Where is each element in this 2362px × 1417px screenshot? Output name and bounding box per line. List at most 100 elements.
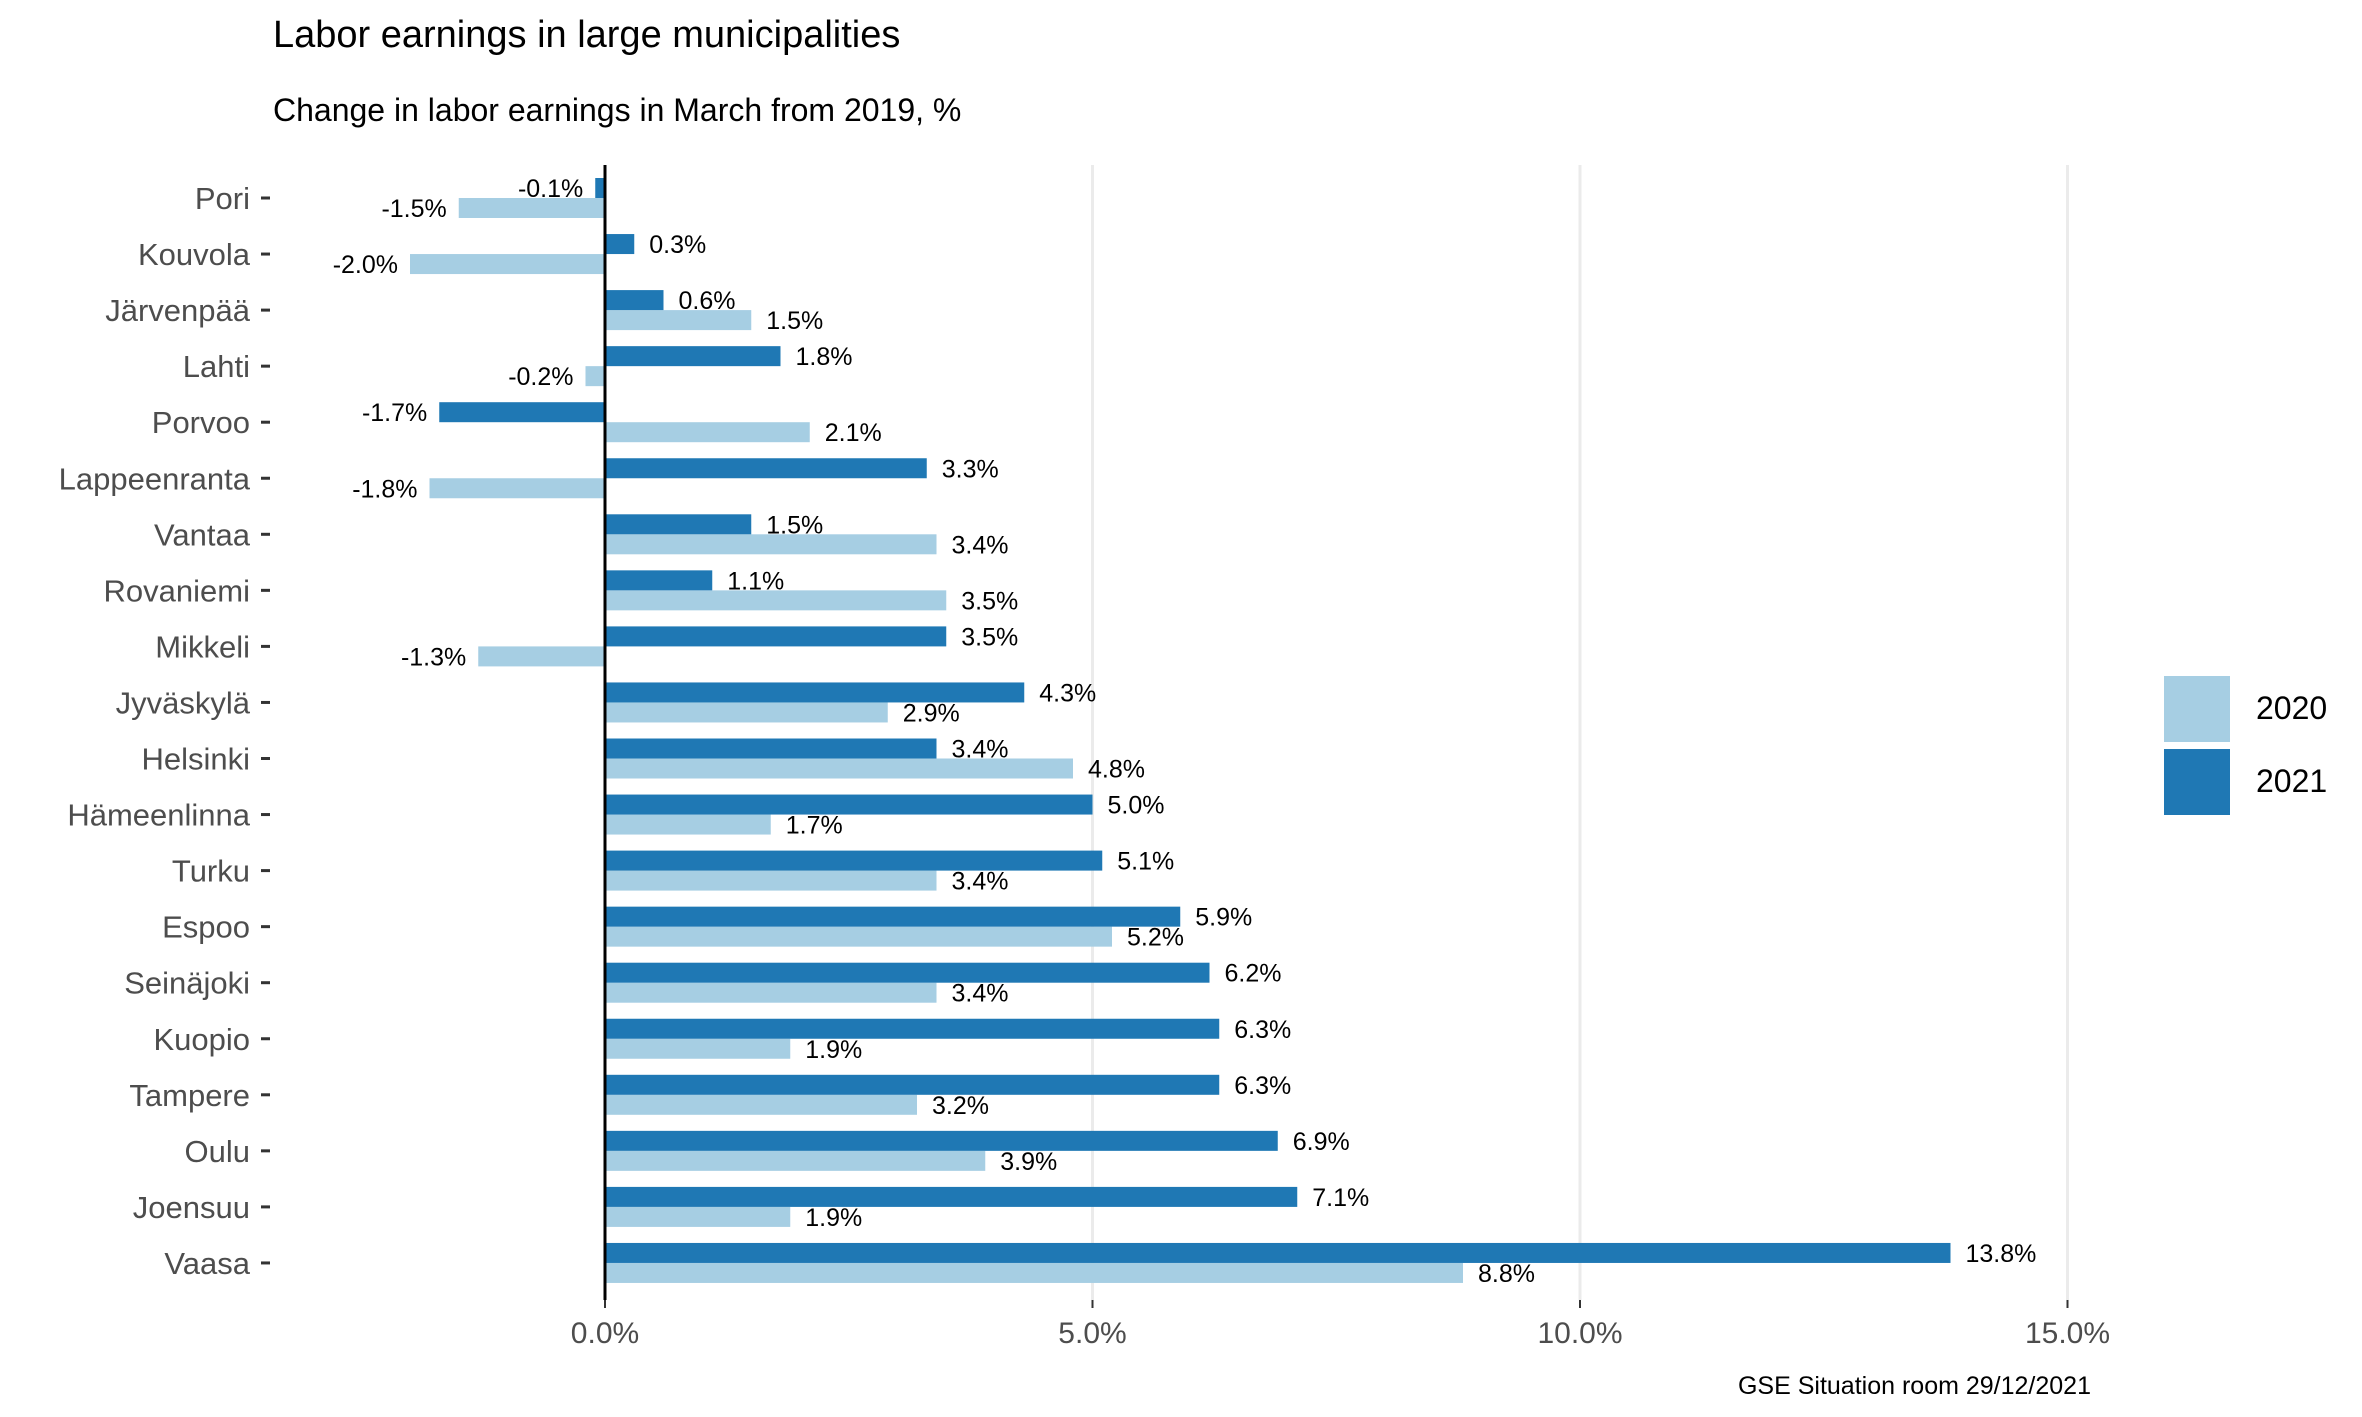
data-label-2020: 1.7% bbox=[786, 812, 843, 840]
x-tick-label: 10.0% bbox=[1537, 1317, 1622, 1350]
data-label-2021: 3.4% bbox=[952, 736, 1009, 764]
bar-2021 bbox=[605, 234, 635, 255]
data-label-2020: 1.5% bbox=[766, 307, 823, 335]
bar-2020 bbox=[605, 982, 937, 1003]
legend-label-2020: 2020 bbox=[2256, 690, 2328, 726]
bar-2021 bbox=[605, 626, 947, 647]
chart-title: Labor earnings in large municipalities bbox=[273, 14, 901, 56]
bar-2021 bbox=[605, 514, 752, 535]
bar-2021 bbox=[605, 962, 1210, 983]
data-label-2021: -1.7% bbox=[362, 399, 427, 427]
bar-2021 bbox=[605, 906, 1181, 927]
data-label-2020: 4.8% bbox=[1088, 756, 1145, 784]
x-tick-label: 15.0% bbox=[2025, 1317, 2110, 1350]
bar-2021 bbox=[605, 850, 1103, 871]
y-tick-label: Vantaa bbox=[154, 517, 251, 552]
bar-2020 bbox=[605, 814, 771, 835]
bar-2021 bbox=[605, 290, 664, 311]
bar-2020 bbox=[605, 590, 947, 611]
data-label-2020: 8.8% bbox=[1478, 1260, 1535, 1288]
data-label-2020: 3.5% bbox=[961, 587, 1018, 615]
bar-2021 bbox=[605, 738, 937, 759]
data-label-2020: 5.2% bbox=[1127, 924, 1184, 952]
data-label-2021: 5.9% bbox=[1195, 904, 1252, 932]
x-tick-label: 0.0% bbox=[571, 1317, 639, 1350]
y-tick-label: Jyväskylä bbox=[116, 685, 251, 720]
bar-2020 bbox=[585, 366, 605, 387]
bar-2021 bbox=[605, 1074, 1220, 1095]
data-label-2020: 2.9% bbox=[903, 699, 960, 727]
data-label-2021: 6.3% bbox=[1234, 1072, 1291, 1100]
y-tick-label: Vaasa bbox=[164, 1246, 250, 1281]
bar-2021 bbox=[605, 682, 1025, 703]
y-tick-label: Tampere bbox=[129, 1078, 250, 1113]
data-label-2020: 1.9% bbox=[805, 1036, 862, 1064]
bar-2020 bbox=[605, 1150, 986, 1171]
bar-2020 bbox=[605, 422, 810, 443]
y-tick-label: Helsinki bbox=[141, 742, 250, 777]
y-tick-label: Lahti bbox=[183, 349, 250, 384]
data-label-2020: 2.1% bbox=[825, 419, 882, 447]
data-label-2020: -2.0% bbox=[333, 251, 398, 279]
data-label-2021: 1.5% bbox=[766, 511, 823, 539]
bar-2021 bbox=[605, 1018, 1220, 1039]
y-tick-label: Mikkeli bbox=[155, 629, 250, 664]
data-label-2020: -1.8% bbox=[352, 475, 417, 503]
bar-2020 bbox=[605, 870, 937, 891]
bar-2021 bbox=[605, 458, 927, 479]
y-tick-label: Joensuu bbox=[133, 1190, 250, 1225]
legend-item-2021: 2021 bbox=[2164, 745, 2327, 818]
bar-2020 bbox=[605, 1262, 1463, 1283]
chart-caption: GSE Situation room 29/12/2021 bbox=[1737, 1372, 2091, 1400]
data-label-2020: -0.2% bbox=[508, 363, 573, 391]
bar-2021 bbox=[605, 1130, 1278, 1151]
bar-2020 bbox=[605, 310, 752, 331]
y-tick-label: Hämeenlinna bbox=[67, 798, 250, 833]
bar-2020 bbox=[605, 1038, 791, 1059]
bar-2021 bbox=[439, 402, 605, 423]
data-label-2021: 1.8% bbox=[796, 343, 853, 371]
data-label-2020: 3.4% bbox=[952, 868, 1009, 896]
bar-2021 bbox=[605, 1242, 1951, 1263]
y-tick-label: Pori bbox=[195, 181, 250, 216]
data-label-2020: 1.9% bbox=[805, 1204, 862, 1232]
data-label-2021: 4.3% bbox=[1039, 679, 1096, 707]
data-label-2020: -1.5% bbox=[381, 195, 446, 223]
data-label-2021: 6.2% bbox=[1225, 960, 1282, 988]
data-label-2021: 5.0% bbox=[1108, 792, 1165, 820]
data-label-2021: 13.8% bbox=[1966, 1240, 2037, 1268]
data-label-2021: 1.1% bbox=[727, 567, 784, 595]
data-label-2021: 3.3% bbox=[942, 455, 999, 483]
data-label-2020: 3.9% bbox=[1000, 1148, 1057, 1176]
y-tick-label: Rovaniemi bbox=[104, 573, 250, 608]
bar-2020 bbox=[410, 254, 605, 275]
bar-2021 bbox=[605, 794, 1093, 815]
data-label-2021: 3.5% bbox=[961, 623, 1018, 651]
bar-2020 bbox=[605, 926, 1112, 947]
chart-subtitle: Change in labor earnings in March from 2… bbox=[273, 92, 962, 128]
data-label-2021: 6.3% bbox=[1234, 1016, 1291, 1044]
legend-item-2020: 2020 bbox=[2164, 672, 2327, 745]
data-label-2021: 5.1% bbox=[1117, 848, 1174, 876]
data-label-2020: 3.4% bbox=[952, 531, 1009, 559]
y-tick-label: Lappeenranta bbox=[59, 461, 251, 496]
x-tick-label: 5.0% bbox=[1058, 1317, 1126, 1350]
data-label-2020: -1.3% bbox=[401, 643, 466, 671]
y-tick-label: Kouvola bbox=[138, 237, 251, 272]
bar-2020 bbox=[605, 758, 1073, 779]
y-tick-label: Oulu bbox=[185, 1134, 250, 1169]
legend: 2020 2021 bbox=[2164, 672, 2327, 818]
legend-key-2020 bbox=[2164, 675, 2230, 742]
bar-2020 bbox=[605, 534, 937, 555]
data-label-2021: -0.1% bbox=[518, 175, 583, 203]
data-label-2021: 0.3% bbox=[649, 231, 706, 259]
data-label-2020: 3.4% bbox=[952, 980, 1009, 1008]
y-tick-label: Porvoo bbox=[152, 405, 250, 440]
y-tick-label: Kuopio bbox=[153, 1022, 250, 1057]
bar-2020 bbox=[605, 1094, 917, 1115]
bar-2020 bbox=[429, 478, 605, 499]
data-label-2021: 7.1% bbox=[1312, 1184, 1369, 1212]
data-label-2020: 3.2% bbox=[932, 1092, 989, 1120]
y-tick-label: Turku bbox=[172, 854, 250, 889]
